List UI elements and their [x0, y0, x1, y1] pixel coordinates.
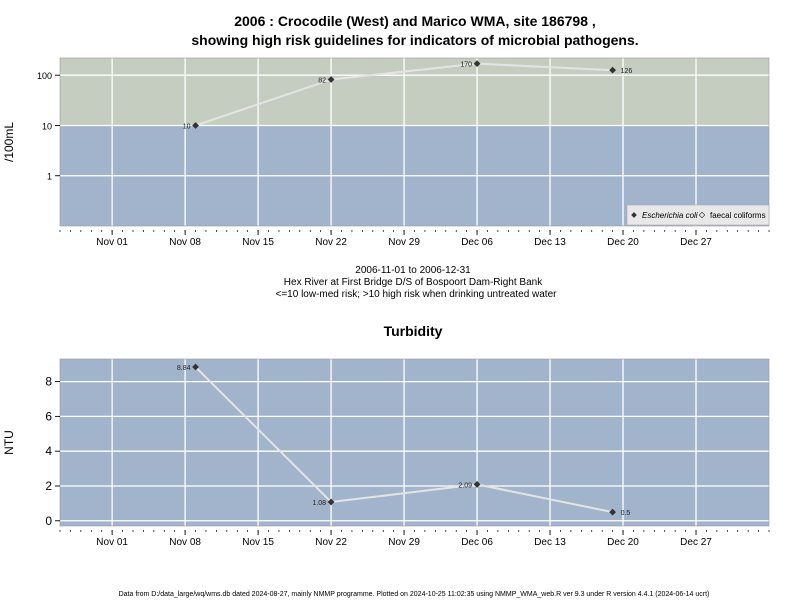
data-label: 10 — [183, 123, 191, 130]
legend-label-faecal: faecal coliforms — [710, 211, 766, 220]
data-label: 170 — [460, 62, 472, 69]
data-label: 1.08 — [312, 500, 326, 507]
data-point — [192, 363, 199, 371]
y-tick-label: 8 — [45, 375, 52, 389]
x-tick-label: Nov 29 — [388, 537, 420, 548]
data-point — [327, 498, 335, 506]
x-tick-label: Nov 01 — [96, 237, 128, 248]
x-tick-label: Nov 22 — [315, 237, 347, 248]
y-axis-label: NTU — [2, 430, 16, 455]
data-label: 8.84 — [177, 365, 191, 372]
panel-border — [59, 57, 770, 227]
panel-background — [60, 359, 769, 526]
turbidity-panel: Nov 01 Nov 08 Nov 15 Nov 22 Nov 29 Dec 06 Dec … — [2, 358, 770, 548]
x-tick-label: Dec 06 — [461, 537, 493, 548]
data-label: 82 — [318, 78, 326, 85]
y-tick-label: 1 — [47, 172, 52, 182]
x-tick-label: Nov 29 — [388, 237, 420, 248]
x-tick-label: Dec 20 — [607, 537, 639, 548]
high-risk-band — [60, 58, 769, 126]
x-tick-label: Nov 01 — [96, 537, 128, 548]
data-point — [609, 66, 616, 74]
data-label: 126 — [621, 68, 633, 75]
chart-title-line1: 2006 : Crocodile (West) and Marico WMA, … — [234, 13, 596, 29]
panel-border — [59, 358, 770, 527]
legend-box — [626, 204, 770, 226]
legend-marker-faecal — [698, 211, 706, 219]
data-label: 2.09 — [458, 482, 472, 489]
footer-note: Data from D:/data_large/wq/wms.db dated … — [119, 591, 710, 598]
x-tick-label: Nov 08 — [169, 537, 201, 548]
data-point — [192, 122, 199, 129]
x-tick-label: Dec 20 — [607, 237, 639, 248]
y-tick-label: 2 — [45, 479, 52, 493]
chart-title-line2: showing high risk guidelines for indicat… — [191, 32, 638, 48]
microbial-panel: Nov 01 Nov 08 Nov 15 Nov 22 Nov 29 Dec 06 Dec … — [2, 57, 770, 248]
y-tick-label: 4 — [45, 444, 52, 458]
x-tick-label: Dec 13 — [534, 537, 566, 548]
y-tick-label: 10 — [42, 121, 52, 131]
y-tick-label: 6 — [45, 409, 52, 423]
legend-label-ecoli: Escherichia coli — [642, 211, 698, 220]
data-label: 0.5 — [621, 510, 631, 517]
subtitle-risk-note: <=10 low-med risk; >10 high risk when dr… — [276, 289, 558, 300]
data-point — [327, 76, 335, 83]
x-tick-label: Nov 15 — [242, 237, 274, 248]
x-tick-label: Dec 27 — [680, 537, 712, 548]
turbidity-title: Turbidity — [384, 323, 443, 339]
series-line — [195, 62, 613, 127]
x-tick-label: Dec 27 — [680, 237, 712, 248]
series-line — [194, 366, 613, 514]
data-point — [609, 508, 616, 516]
subtitle-date-range: 2006-11-01 to 2006-12-31 — [355, 265, 471, 276]
legend-marker-ecoli — [631, 212, 637, 218]
y-tick-label: 0 — [45, 514, 52, 528]
x-tick-label: Nov 15 — [242, 537, 274, 548]
y-axis-label: /100mL — [2, 122, 16, 162]
subtitle-site: Hex River at First Bridge D/S of Bospoor… — [284, 277, 543, 288]
x-tick-label: Dec 06 — [461, 237, 493, 248]
x-tick-label: Dec 13 — [534, 237, 566, 248]
x-tick-label: Nov 22 — [315, 537, 347, 548]
x-tick-label: Nov 08 — [169, 237, 201, 248]
legend: Escherichia coli faecal coliforms — [626, 204, 770, 226]
y-tick-label: 100 — [37, 71, 52, 81]
